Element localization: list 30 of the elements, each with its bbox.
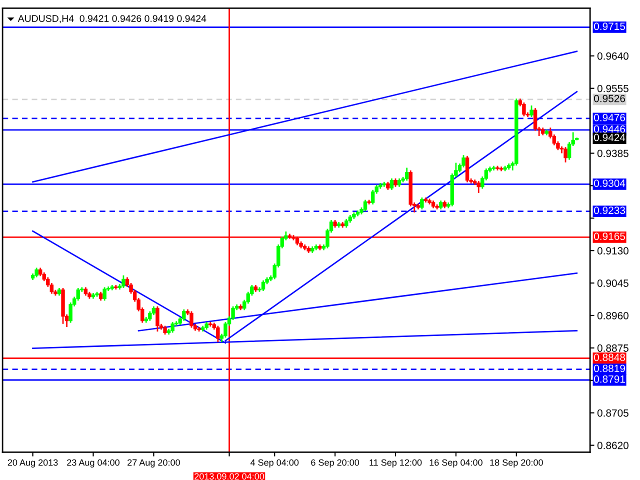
ref-line-label: 0.9476 [594,114,626,122]
ref-line-label: 0.9304 [594,180,626,187]
y-tick-label: 0.8875 [597,344,628,352]
y-tick-label: 0.9130 [597,247,628,254]
ref-line-label: 0.8848 [594,354,626,362]
x-tick-label: 27 Aug 20:00 [128,459,180,468]
x-tick-label: 6 Sep 20:00 [311,459,360,468]
y-tick-label: 0.8960 [597,312,628,320]
text: 0.9424 [594,134,626,142]
x-tick-label: 20 Aug 2013 [8,459,58,468]
x-tick-label: 2013.09.02 04:00 [194,473,264,480]
y-tick-label: 0.8705 [597,409,628,417]
y-tick-label: 0.9045 [597,280,628,287]
y-tick-label: 0.9640 [597,52,628,60]
x-tick-label: 16 Sep 04:00 [430,459,482,468]
y-tick-label: 0.8620 [597,442,628,450]
x-tick-label: 4 Sep 04:00 [250,459,299,468]
x-tick-label: 11 Sep 12:00 [370,459,422,468]
ref-line-label: 0.9165 [594,232,626,240]
text: AUDUSD,H4 0.9421 0.9426 0.9419 0.9424 [18,15,206,24]
ref-line-label: 0.9526 [594,94,626,102]
ref-line-label: 0.8819 [594,364,625,372]
y-tick-label: 0.9385 [597,150,628,158]
x-tick-label: 18 Sep 20:00 [490,459,543,468]
y-tick-label: 0.9555 [597,84,628,92]
ref-line-label: 0.8791 [594,375,625,383]
ref-line-label: 0.9233 [594,206,626,214]
x-tick-label: 23 Aug 04:00 [67,459,120,468]
ref-line-label: 0.9715 [594,22,626,30]
ref-line-label: 0.9446 [594,125,626,133]
